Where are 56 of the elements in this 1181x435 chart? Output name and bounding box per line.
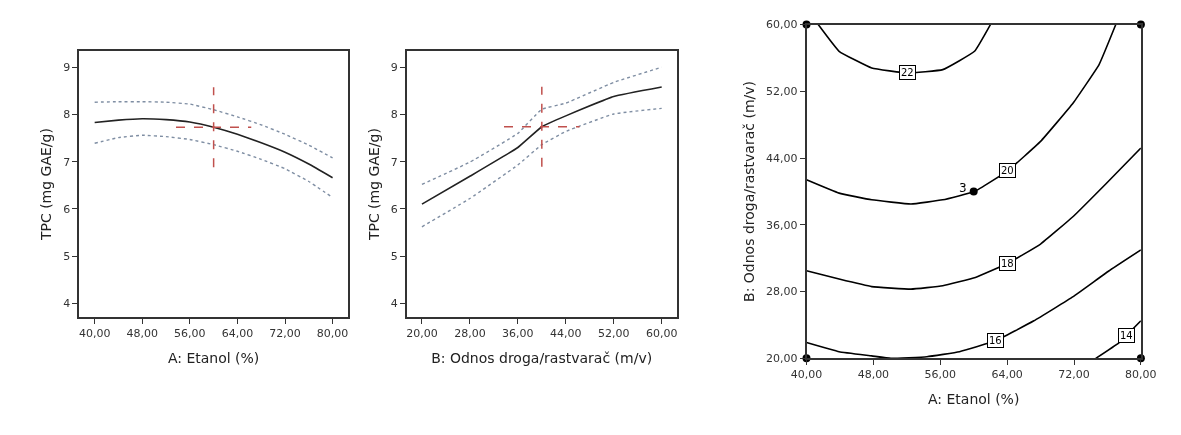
x-axis-title: B: Odnos droga/rastvarač (m/v) xyxy=(431,350,653,367)
y-tick-label: 20,00 xyxy=(766,352,798,366)
x-tick-label: 64,00 xyxy=(991,368,1023,382)
annotation: 3 xyxy=(959,181,967,195)
x-tick-label: 60,00 xyxy=(645,327,678,341)
x-tick-label: 36,00 xyxy=(502,327,534,341)
y-tick-label: 60,00 xyxy=(766,18,798,32)
line-series xyxy=(421,107,663,228)
x-tick-label: 56,00 xyxy=(174,327,206,341)
y-tick-label: 4 xyxy=(63,297,71,311)
y-tick-label: 36,00 xyxy=(766,218,798,232)
y-tick-label: 4 xyxy=(390,297,398,311)
line-series xyxy=(806,249,1141,359)
y-axis-title: TPC (mg GAE/g) xyxy=(38,128,55,242)
annotation: 20 xyxy=(1001,165,1014,176)
x-tick-label: 64,00 xyxy=(221,327,254,341)
x-tick-label: 28,00 xyxy=(454,327,486,341)
x-tick-label: 48,00 xyxy=(857,368,890,382)
y-axis-title: TPC (mg GAE/g) xyxy=(365,128,382,242)
y-tick-label: 5 xyxy=(390,249,398,263)
annotation: 18 xyxy=(1001,258,1014,269)
x-tick-label: 40,00 xyxy=(78,327,111,341)
x-tick-label: 56,00 xyxy=(924,368,956,382)
x-axis-title: A: Etanol (%) xyxy=(167,350,260,367)
y-tick-label: 6 xyxy=(390,202,398,216)
line-series xyxy=(93,117,334,179)
annotation: 22 xyxy=(901,67,914,78)
x-tick-label: 48,00 xyxy=(126,327,158,341)
annotation: 16 xyxy=(989,335,1002,346)
x-tick-label: 80,00 xyxy=(316,327,349,341)
y-tick-label: 9 xyxy=(63,61,71,75)
x-tick-label: 44,00 xyxy=(550,327,582,341)
x-tick-label: 72,00 xyxy=(1058,368,1090,382)
point xyxy=(969,187,978,196)
x-tick-label: 20,00 xyxy=(406,327,438,341)
y-tick-label: 9 xyxy=(390,61,398,75)
y-tick-label: 44,00 xyxy=(766,151,798,165)
y-tick-label: 7 xyxy=(390,155,398,169)
line-series xyxy=(806,24,1117,205)
x-tick-label: 72,00 xyxy=(269,327,301,341)
x-tick-label: 80,00 xyxy=(1125,368,1157,382)
line-series xyxy=(806,147,1141,290)
annotation: 14 xyxy=(1120,330,1133,341)
x-axis-title: A: Etanol (%) xyxy=(927,391,1020,408)
y-tick-label: 8 xyxy=(390,108,398,122)
x-tick-label: 52,00 xyxy=(597,327,630,341)
y-tick-label: 8 xyxy=(63,108,71,122)
line-series xyxy=(421,86,663,205)
y-tick-label: 7 xyxy=(63,155,71,169)
line-series xyxy=(93,101,334,159)
y-tick-label: 52,00 xyxy=(766,85,798,99)
y-axis-title: B: Odnos droga/rastvarač (m/v) xyxy=(741,80,758,302)
y-tick-label: 28,00 xyxy=(766,285,798,299)
y-tick-label: 6 xyxy=(63,202,71,216)
y-tick-label: 5 xyxy=(63,249,71,263)
x-tick-label: 40,00 xyxy=(790,368,823,382)
